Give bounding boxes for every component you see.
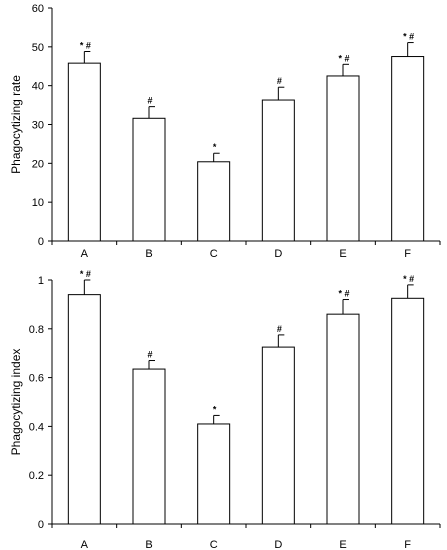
bar-E xyxy=(326,75,360,242)
x-tick-label-C: C xyxy=(210,248,218,260)
y-tick-label: 0.8 xyxy=(29,324,44,336)
y-tick-label: 30 xyxy=(32,120,44,132)
y-axis-label: Phagocytizing index xyxy=(9,349,23,456)
significance-label-F: * # xyxy=(403,32,414,42)
x-tick-label-F: F xyxy=(404,539,411,550)
significance-label-F: * # xyxy=(403,274,414,284)
x-tick-label-C: C xyxy=(210,539,218,550)
y-tick-label: 60 xyxy=(32,3,44,15)
significance-label-B: # xyxy=(147,96,152,106)
y-tick-label: 0 xyxy=(38,236,44,248)
x-tick-label-A: A xyxy=(81,539,89,550)
significance-label-E: * # xyxy=(338,289,349,299)
bar-C xyxy=(197,423,231,525)
y-tick-label: 20 xyxy=(32,158,44,170)
significance-label-A: * # xyxy=(80,269,91,279)
bar-C xyxy=(197,161,231,242)
bar-F xyxy=(391,56,425,242)
x-tick-label-D: D xyxy=(274,248,282,260)
bar-D xyxy=(261,346,295,525)
y-tick-label: 0.4 xyxy=(29,421,44,433)
x-tick-label-B: B xyxy=(145,539,152,550)
significance-label-D: # xyxy=(277,76,282,86)
significance-label-C: * xyxy=(213,404,217,414)
bar-B xyxy=(132,117,166,242)
y-tick-label: 1 xyxy=(38,275,44,287)
bar-A xyxy=(67,294,101,525)
significance-label-B: # xyxy=(147,350,152,360)
x-tick-label-E: E xyxy=(339,248,346,260)
bar-D xyxy=(261,99,295,242)
y-tick-label: 10 xyxy=(32,197,44,209)
bar-E xyxy=(326,313,360,525)
bar-F xyxy=(391,297,425,525)
y-tick-label: 0.6 xyxy=(29,373,44,385)
x-tick-label-B: B xyxy=(145,248,152,260)
y-axis-label: Phagocytizing rate xyxy=(9,75,23,174)
y-tick-label: 50 xyxy=(32,42,44,54)
chart-1: 0 10 20 30 40 50 60 Phagocytizing rate * # A # B * C #… xyxy=(9,3,441,260)
y-tick-label: 0 xyxy=(38,519,44,531)
bar-A xyxy=(67,62,101,242)
x-tick-label-D: D xyxy=(274,539,282,550)
significance-label-A: * # xyxy=(80,40,91,50)
significance-label-D: # xyxy=(277,324,282,334)
x-tick-label-E: E xyxy=(339,539,346,550)
chart-2: 0 0.2 0.4 0.6 0.8 1 Phagocytizing index * # A # B *… xyxy=(9,269,441,550)
x-tick-label-F: F xyxy=(404,248,411,260)
bar-B xyxy=(132,368,166,525)
y-tick-label: 40 xyxy=(32,81,44,93)
significance-label-E: * # xyxy=(338,53,349,63)
significance-label-C: * xyxy=(213,142,217,152)
y-tick-label: 0.2 xyxy=(29,470,44,482)
x-tick-label-A: A xyxy=(81,248,89,260)
